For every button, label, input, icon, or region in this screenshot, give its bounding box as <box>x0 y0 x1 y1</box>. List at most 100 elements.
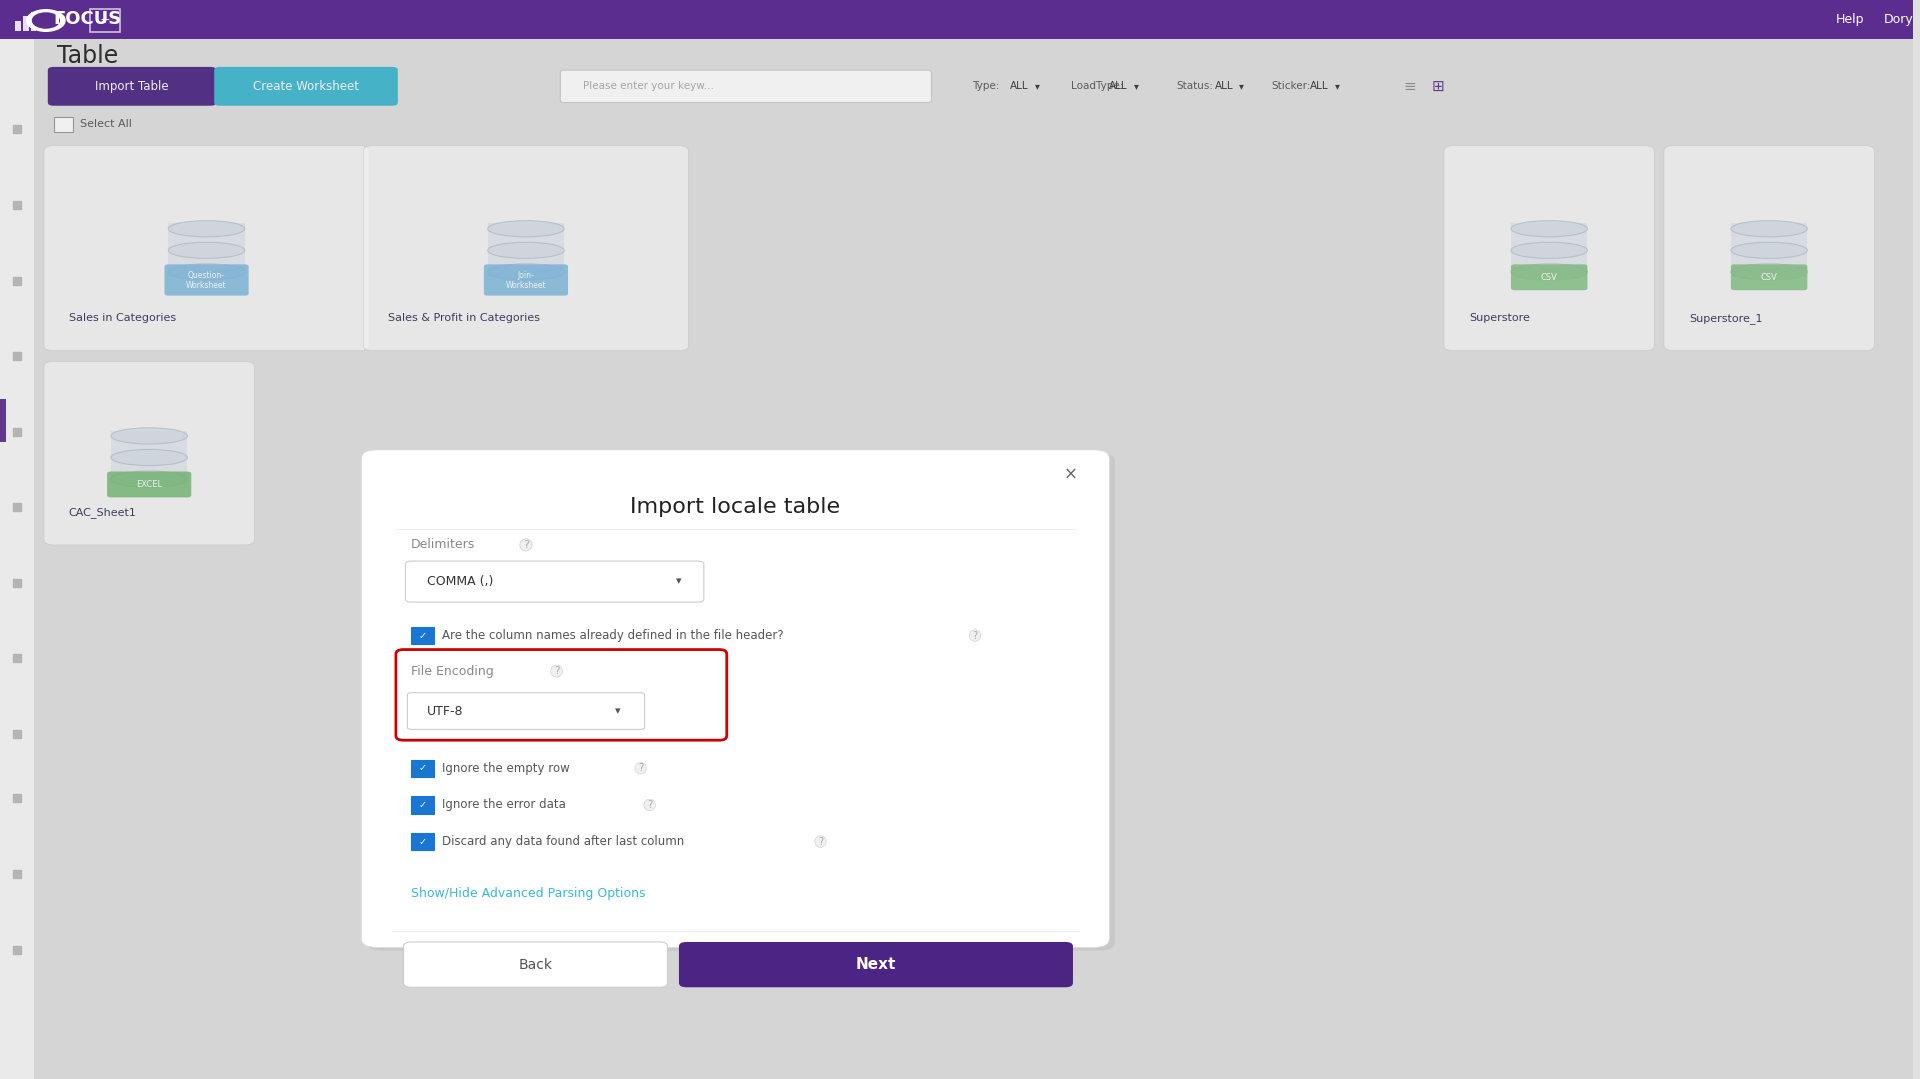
FancyBboxPatch shape <box>411 833 434 850</box>
Text: File Encoding: File Encoding <box>411 665 493 678</box>
FancyBboxPatch shape <box>0 39 376 1079</box>
Text: Superstore_1: Superstore_1 <box>1690 313 1763 324</box>
Text: ▾: ▾ <box>676 576 682 587</box>
Text: Next: Next <box>856 957 897 972</box>
Ellipse shape <box>488 243 564 258</box>
FancyBboxPatch shape <box>215 67 397 106</box>
Text: ?: ? <box>637 763 643 774</box>
Text: COMMA (,): COMMA (,) <box>426 575 493 588</box>
FancyBboxPatch shape <box>411 627 434 644</box>
FancyBboxPatch shape <box>680 942 1073 987</box>
Text: ✓: ✓ <box>419 763 426 774</box>
FancyBboxPatch shape <box>54 117 73 132</box>
Text: ?: ? <box>818 836 824 847</box>
FancyBboxPatch shape <box>376 939 1094 1079</box>
Text: Ignore the empty row: Ignore the empty row <box>442 762 570 775</box>
Text: Sales in Categories: Sales in Categories <box>69 313 177 324</box>
FancyBboxPatch shape <box>165 264 248 296</box>
Text: UTF-8: UTF-8 <box>426 705 463 718</box>
Text: ×: × <box>1064 466 1077 483</box>
Text: Show/Hide Advanced Parsing Options: Show/Hide Advanced Parsing Options <box>411 887 645 900</box>
Text: Table: Table <box>58 44 119 68</box>
Text: Join-
Worksheet: Join- Worksheet <box>505 271 547 290</box>
Text: ▾: ▾ <box>1135 81 1139 92</box>
Ellipse shape <box>169 243 246 258</box>
FancyBboxPatch shape <box>31 12 36 31</box>
Text: ▾: ▾ <box>1238 81 1244 92</box>
Ellipse shape <box>1511 243 1588 258</box>
Text: Please enter your keyw...: Please enter your keyw... <box>584 81 714 92</box>
Text: Back: Back <box>518 958 553 971</box>
Text: ?: ? <box>647 800 653 810</box>
FancyBboxPatch shape <box>48 67 217 106</box>
FancyBboxPatch shape <box>1665 146 1874 351</box>
Text: Ignore the error data: Ignore the error data <box>442 798 566 811</box>
Text: Create Worksheet: Create Worksheet <box>253 80 359 93</box>
FancyBboxPatch shape <box>396 650 728 740</box>
FancyBboxPatch shape <box>44 361 253 545</box>
Text: ✓: ✓ <box>419 836 426 847</box>
FancyBboxPatch shape <box>488 223 564 277</box>
FancyBboxPatch shape <box>0 0 1912 39</box>
FancyBboxPatch shape <box>0 399 6 442</box>
Text: ALL: ALL <box>1110 81 1127 92</box>
FancyBboxPatch shape <box>1094 39 1912 1079</box>
Text: ⊞: ⊞ <box>1432 79 1444 94</box>
Ellipse shape <box>1730 243 1807 258</box>
Text: Question-
Worksheet: Question- Worksheet <box>186 271 227 290</box>
Ellipse shape <box>169 264 246 279</box>
Ellipse shape <box>1511 264 1588 279</box>
Ellipse shape <box>488 264 564 279</box>
Text: EXCEL: EXCEL <box>136 480 163 489</box>
FancyBboxPatch shape <box>484 264 568 296</box>
Text: LoadType:: LoadType: <box>1071 81 1123 92</box>
Text: Are the column names already defined in the file header?: Are the column names already defined in … <box>442 629 783 642</box>
FancyBboxPatch shape <box>169 223 246 277</box>
Text: CAC_Sheet1: CAC_Sheet1 <box>69 507 136 518</box>
FancyBboxPatch shape <box>403 942 668 987</box>
Text: CSV: CSV <box>1540 273 1557 282</box>
Text: Import locale table: Import locale table <box>630 497 841 517</box>
Text: Discard any data found after last column: Discard any data found after last column <box>442 835 684 848</box>
Text: ALL: ALL <box>1010 81 1029 92</box>
Text: Sales & Profit in Categories: Sales & Profit in Categories <box>388 313 540 324</box>
Text: Select All: Select All <box>81 119 132 129</box>
Text: ▾: ▾ <box>614 706 620 716</box>
FancyBboxPatch shape <box>44 146 369 351</box>
Ellipse shape <box>111 428 188 445</box>
FancyBboxPatch shape <box>1730 223 1807 277</box>
Text: ALL: ALL <box>1309 81 1329 92</box>
FancyBboxPatch shape <box>0 39 35 1079</box>
Text: Status:: Status: <box>1177 81 1213 92</box>
Text: ?: ? <box>972 630 977 641</box>
Text: Dory: Dory <box>1884 13 1914 26</box>
FancyBboxPatch shape <box>1444 146 1655 351</box>
Text: Type:: Type: <box>972 81 998 92</box>
FancyBboxPatch shape <box>367 453 1116 951</box>
FancyBboxPatch shape <box>407 693 645 729</box>
FancyBboxPatch shape <box>405 561 705 602</box>
FancyBboxPatch shape <box>1511 223 1588 277</box>
FancyBboxPatch shape <box>111 431 188 484</box>
Text: Sticker:: Sticker: <box>1271 81 1311 92</box>
FancyBboxPatch shape <box>108 472 192 497</box>
Ellipse shape <box>1511 220 1588 236</box>
Text: ✓: ✓ <box>419 630 426 641</box>
Text: Help: Help <box>1836 13 1864 26</box>
Circle shape <box>27 10 65 31</box>
Ellipse shape <box>1730 220 1807 236</box>
Text: ▾: ▾ <box>1334 81 1340 92</box>
FancyBboxPatch shape <box>23 16 29 31</box>
Text: ?: ? <box>522 540 528 550</box>
Text: Superstore: Superstore <box>1469 313 1530 324</box>
Text: +: + <box>100 13 111 26</box>
Text: ✓: ✓ <box>419 800 426 810</box>
Text: CSV: CSV <box>1761 273 1778 282</box>
Ellipse shape <box>111 470 188 488</box>
Text: ?: ? <box>553 666 559 677</box>
Text: Delimiters: Delimiters <box>411 538 476 551</box>
FancyBboxPatch shape <box>1730 264 1807 290</box>
Ellipse shape <box>488 220 564 236</box>
Text: Import Table: Import Table <box>96 80 169 93</box>
Circle shape <box>33 13 60 28</box>
